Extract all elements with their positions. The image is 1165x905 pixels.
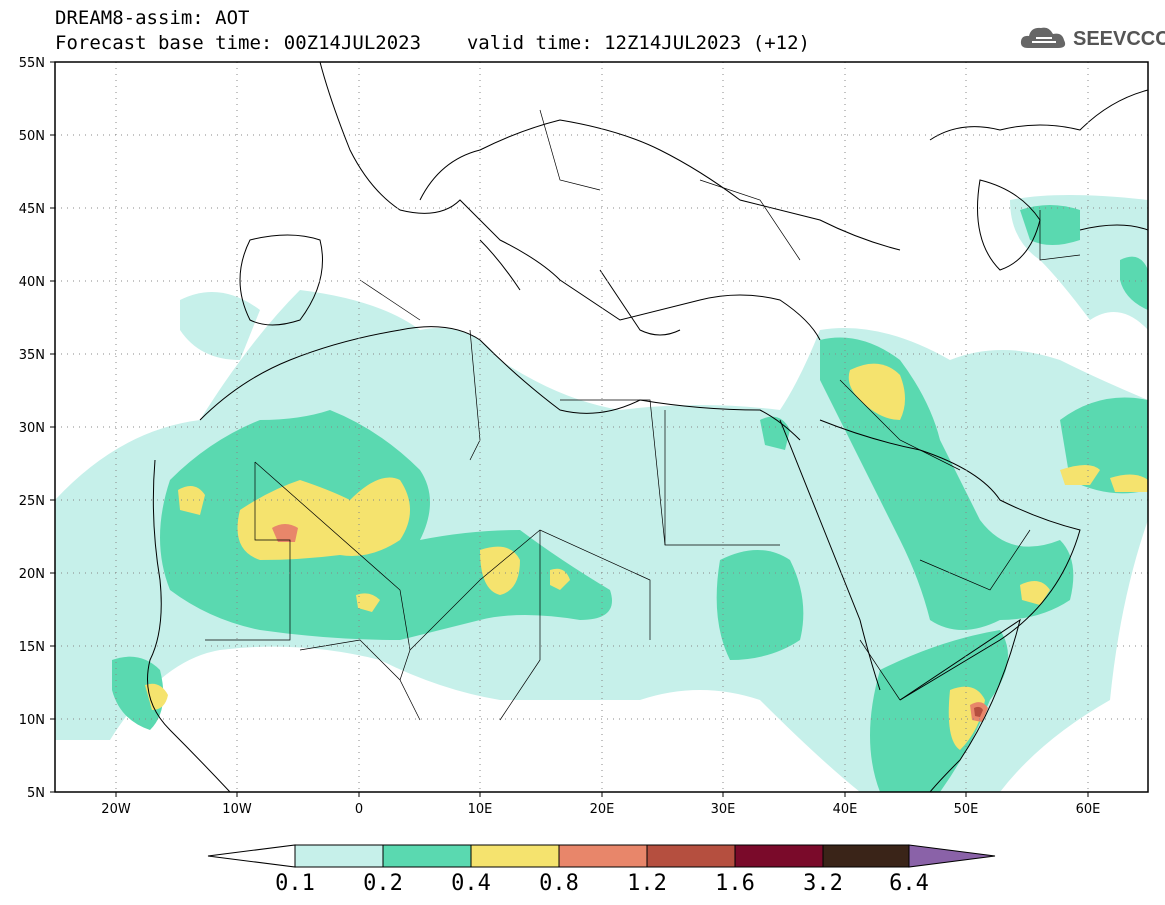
colorbar-high-arrow [908,844,996,868]
valid-time: valid time: 12Z14JUL2023 (+12) [466,32,810,54]
lat-label: 10N [19,713,45,728]
country-borders [205,109,1081,721]
colorbar-label: 0.2 [363,871,403,896]
seevccc-logo: SEEVCCC [1018,22,1165,58]
lat-label: 50N [19,129,45,144]
colorbar-label: 0.8 [539,871,579,896]
longitude-labels: 20W 10W 0 10E 20E 30E 40E 50E 60E [101,802,1100,817]
time-info: Forecast base time: 00Z14JUL2023 valid t… [55,33,810,53]
coastlines [147,62,1148,792]
lat-label: 15N [19,640,45,655]
base-time: Forecast base time: 00Z14JUL2023 [55,32,422,54]
colorbar-label: 0.4 [451,871,491,896]
lon-label: 20E [590,802,615,817]
lat-label: 30N [19,421,45,436]
lat-label: 5N [27,786,45,801]
lat-label: 35N [19,348,45,363]
graticule [55,62,1148,792]
colorbar-low-arrow [207,844,296,868]
colorbar-label: 1.6 [715,871,755,896]
lon-label: 20W [101,802,131,817]
colorbar-label: 6.4 [889,871,929,896]
cloud-icon [1020,27,1066,48]
latitude-labels: 55N 50N 45N 40N 35N 30N 25N 20N 15N 10N … [19,56,45,801]
lon-label: 0 [355,802,363,817]
axis-ticks [50,61,1089,797]
lat-label: 55N [19,56,45,71]
colorbar-label: 3.2 [803,871,843,896]
map-title: DREAM8-assim: AOT [55,7,250,29]
lon-label: 40E [833,802,858,817]
lon-label: 10E [468,802,493,817]
colorbar-swatch [646,844,736,868]
colorbar-swatch [558,844,648,868]
lat-label: 45N [19,202,45,217]
lon-label: 50E [954,802,979,817]
lon-label: 30E [711,802,736,817]
colorbar: 0.1 0.2 0.4 0.8 1.2 1.6 3.2 6.4 [207,844,996,896]
colorbar-swatch [294,844,384,868]
lat-label: 40N [19,275,45,290]
colorbar-label: 1.2 [627,871,667,896]
logo-text: SEEVCCC [1073,28,1165,50]
colorbar-swatch [470,844,560,868]
colorbar-swatch [822,844,910,868]
colorbar-swatch [734,844,824,868]
aot-level-1-2 [974,706,983,717]
colorbar-label: 0.1 [275,871,315,896]
lon-label: 10W [222,802,252,817]
lat-label: 20N [19,567,45,582]
lon-label: 60E [1076,802,1101,817]
colorbar-swatch [382,844,472,868]
lat-label: 25N [19,494,45,509]
